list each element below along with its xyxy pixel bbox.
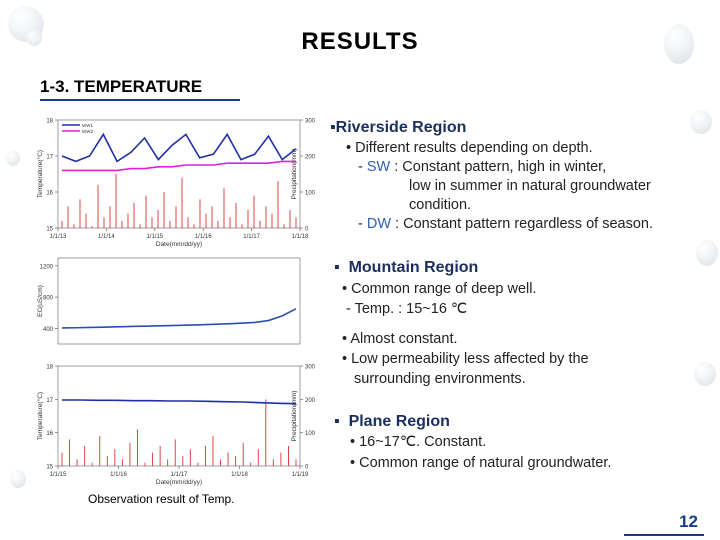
plane-b2-text: Common range of natural groundwater.: [359, 455, 612, 471]
y-tick-label: 18: [46, 119, 53, 125]
y-tick-label: 17: [46, 398, 53, 404]
sw-text-1: : Constant pattern, high in winter,: [394, 159, 607, 175]
series-line-ec: [61, 308, 297, 329]
bullet-icon: ▪: [330, 119, 336, 136]
bullet-icon: ▪: [334, 413, 349, 430]
water-drop-decoration: [690, 110, 712, 134]
water-drop-decoration: [694, 362, 716, 386]
mountain-bullet-3: • Almost constant.: [342, 331, 458, 347]
y-axis-label: Temperature(°C): [36, 392, 44, 440]
x-axis-label: Date(mm/dd/yy): [156, 241, 202, 248]
riverside-sw-line-1: - SW : Constant pattern, high in winter,: [358, 159, 607, 175]
mountain-chart: 1200 800 400 EC(uS/cm): [34, 254, 324, 350]
mountain-bullet-2: - Temp. : 15~16 ℃: [346, 301, 468, 317]
water-drop-decoration: [696, 240, 718, 266]
x-axis-label: Date(mm/dd/yy): [156, 479, 202, 486]
riverside-heading-text: Riverside Region: [335, 119, 467, 136]
x-tick-label: 1/1/15: [146, 234, 163, 240]
section-underline: [40, 99, 240, 101]
mountain-heading-text: Mountain Region: [348, 259, 479, 276]
mountain-b1-text: Common range of deep well.: [351, 281, 537, 297]
plane-b1-text: 16~17℃. Constant.: [359, 434, 487, 450]
y-tick-label: 17: [46, 155, 53, 161]
x-tick-label: 1/1/18: [292, 234, 309, 240]
y2-tick-label: 0: [305, 227, 309, 233]
y-tick-label: 1200: [40, 264, 54, 270]
riverside-bullet-1: • Different results depending on depth.: [346, 140, 593, 156]
x-tick-label: 1/1/13: [50, 234, 67, 240]
plot-area: [57, 119, 301, 229]
section-heading: 1-3. TEMPERATURE: [40, 77, 203, 96]
y2-tick-label: 200: [305, 398, 316, 404]
plane-bullet-1: • 16~17℃. Constant.: [350, 434, 487, 450]
water-drop-decoration: [6, 150, 20, 166]
mountain-bullet-5: surrounding environments.: [354, 371, 526, 387]
y-axis-label: Temperature(°C): [36, 150, 44, 198]
mountain-b2-text: Temp. : 15~16 ℃: [354, 301, 468, 317]
riverside-b1-text: Different results depending on depth.: [355, 140, 593, 156]
y-axis-label: EC(uS/cm): [37, 285, 44, 317]
plot-area: [57, 365, 301, 467]
mountain-heading: ▪ Mountain Region: [334, 258, 478, 279]
plane-bullet-2: • Common range of natural groundwater.: [350, 455, 612, 471]
dw-label: DW: [366, 216, 392, 232]
water-drop-decoration: [664, 24, 694, 64]
y-tick-label: 15: [46, 465, 53, 471]
bullet-icon: ▪: [334, 259, 349, 276]
riverside-heading: ▪Riverside Region: [330, 118, 466, 139]
y2-tick-label: 100: [305, 191, 316, 197]
y-tick-label: 16: [46, 431, 53, 437]
y-tick-label: 16: [46, 191, 53, 197]
x-tick-label: 1/1/17: [243, 234, 260, 240]
series-line-temp: [62, 399, 297, 405]
riverside-sw-line-3: condition.: [409, 197, 472, 213]
page-number-underline: [624, 534, 704, 536]
sw-label: SW: [366, 159, 391, 175]
riverside-sw-line-2: low in summer in natural groundwater: [409, 178, 651, 194]
y2-tick-label: 0: [305, 465, 309, 471]
page-title: RESULTS: [301, 28, 419, 55]
dw-text: : Constant pattern regardless of season.: [395, 216, 653, 232]
y-tick-label: 15: [46, 227, 53, 233]
x-tick-label: 1/1/16: [195, 234, 212, 240]
x-tick-label: 1/1/18: [231, 472, 248, 478]
riverside-dw-line: - DW : Constant pattern regardless of se…: [358, 216, 653, 232]
plot-area: [57, 257, 301, 345]
y2-tick-label: 200: [305, 155, 316, 161]
plane-heading: ▪ Plane Region: [334, 412, 450, 433]
x-tick-label: 1/1/16: [110, 472, 127, 478]
y2-axis-label: Precipitation(mm): [291, 149, 298, 200]
y-tick-label: 400: [43, 327, 54, 333]
water-drop-decoration: [10, 470, 26, 488]
mountain-bullet-4: • Low permeability less affected by the: [342, 351, 589, 367]
plane-heading-text: Plane Region: [348, 413, 450, 430]
series-line-ww1: [61, 132, 297, 163]
x-tick-label: 1/1/14: [98, 234, 115, 240]
y2-tick-label: 100: [305, 431, 316, 437]
page-number: 12: [679, 512, 698, 531]
series-line-ww2: [62, 160, 296, 172]
water-drop-decoration: [26, 30, 42, 46]
x-tick-label: 1/1/17: [171, 472, 188, 478]
mountain-bullet-1: • Common range of deep well.: [342, 281, 537, 297]
figure-caption: Observation result of Temp.: [88, 492, 235, 506]
mountain-b3-text: Almost constant.: [350, 331, 458, 347]
mountain-b4-text: Low permeability less affected by the: [351, 351, 589, 367]
riverside-chart: 18 17 16 15 Temperature(°C) 300 200 100 0 Precipi…: [34, 114, 324, 254]
y-tick-label: 18: [46, 365, 53, 371]
legend-label: WW2: [82, 129, 93, 134]
legend-label: WW1: [82, 123, 93, 128]
x-tick-label: 1/1/15: [50, 472, 67, 478]
plane-chart: 18 17 16 15 Temperature(°C) 300 200 100 0 Precipi…: [34, 360, 324, 488]
y2-tick-label: 300: [305, 119, 316, 125]
x-tick-label: 1/1/19: [292, 472, 309, 478]
y2-tick-label: 300: [305, 365, 316, 371]
y-tick-label: 800: [43, 296, 54, 302]
y2-axis-label: Precipitation(mm): [291, 391, 298, 442]
